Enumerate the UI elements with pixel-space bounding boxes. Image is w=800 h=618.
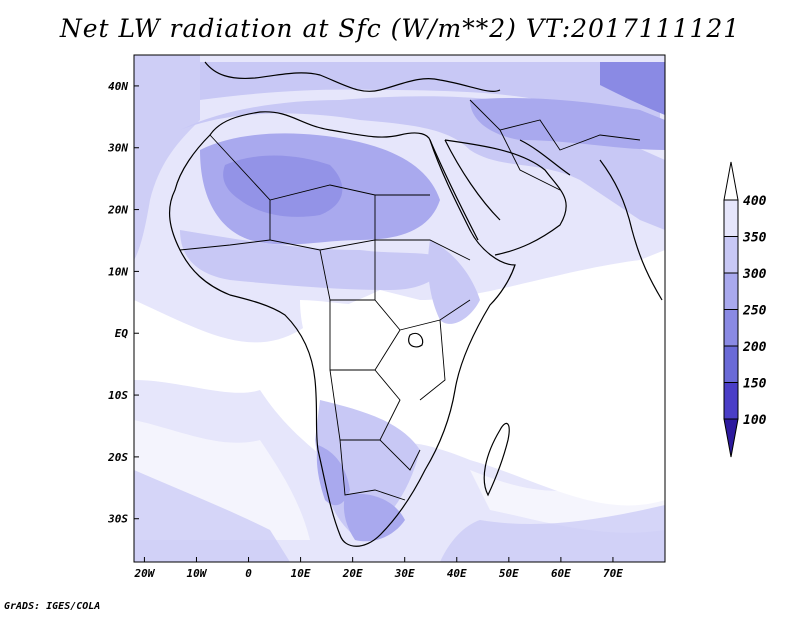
x-tick-label: 50E bbox=[499, 567, 519, 580]
colorbar-bottom-arrow bbox=[723, 418, 739, 458]
y-tick-label: 20N bbox=[107, 204, 128, 217]
sahel-medium bbox=[180, 230, 450, 290]
sahara-core-deep bbox=[223, 155, 343, 217]
europe-coast bbox=[204, 61, 501, 92]
y-tick-label: EQ bbox=[115, 327, 129, 340]
country-borders bbox=[179, 99, 641, 501]
africa-coastline bbox=[169, 111, 516, 547]
colorbar-swatch bbox=[723, 199, 739, 237]
y-tick-label: 10N bbox=[108, 265, 128, 278]
y-tick-label: 30N bbox=[107, 142, 128, 155]
colorbar-label: 100 bbox=[743, 413, 767, 428]
persian-gulf bbox=[519, 139, 571, 176]
y-axis: 40N 30N 20N 10N EQ 10S 20S 30S bbox=[107, 80, 139, 526]
colorbar-swatch bbox=[723, 309, 739, 347]
namib-strong bbox=[316, 445, 350, 506]
border-lines bbox=[179, 134, 471, 501]
colorbar-swatch bbox=[723, 345, 739, 383]
india-coast bbox=[599, 159, 663, 301]
map-plot bbox=[133, 54, 666, 563]
south-ocean-medium bbox=[134, 470, 290, 562]
colorbar-label: 350 bbox=[742, 231, 767, 246]
middle-east-borders bbox=[469, 99, 641, 191]
grads-credit: GrADS: IGES/COLA bbox=[4, 601, 101, 612]
x-tick-label: 30E bbox=[394, 567, 415, 580]
colorbar-label: 400 bbox=[743, 194, 767, 209]
colorbar-top-arrow bbox=[723, 161, 739, 201]
himalaya-deep bbox=[600, 62, 665, 115]
colorbar-label: 300 bbox=[742, 267, 767, 282]
plot-frame bbox=[133, 54, 666, 563]
map-title: Net LW radiation at Sfc (W/m**2) VT:2017… bbox=[59, 14, 741, 43]
mediterranean-medium bbox=[200, 62, 660, 140]
colorbar-swatch bbox=[723, 382, 739, 420]
lake-victoria bbox=[408, 332, 424, 348]
x-tick-label: 0 bbox=[245, 567, 252, 580]
x-tick-label: 70E bbox=[603, 567, 623, 580]
colorbar: 400 350 300 250 200 150 100 bbox=[723, 161, 767, 458]
colorbar-label: 150 bbox=[743, 377, 767, 392]
x-tick-label: 20W bbox=[133, 567, 155, 580]
south-africa-strong bbox=[343, 493, 405, 542]
x-tick-label: 10E bbox=[291, 567, 311, 580]
colorbar-swatch bbox=[723, 272, 739, 310]
x-axis: 20W 10W 0 10E 20E 30E 40E 50E 60E 70E bbox=[133, 557, 623, 580]
atlantic-west-medium bbox=[134, 55, 200, 260]
radiation-shading bbox=[134, 55, 665, 562]
x-tick-label: 20E bbox=[342, 567, 363, 580]
east-africa-medium bbox=[428, 240, 480, 324]
x-tick-label: 40E bbox=[447, 567, 467, 580]
y-tick-label: 40N bbox=[108, 80, 128, 93]
red-sea bbox=[429, 139, 501, 241]
x-tick-label: 60E bbox=[551, 567, 571, 580]
madagascar bbox=[483, 422, 510, 497]
y-tick-label: 20S bbox=[107, 451, 128, 464]
colorbar-label: 250 bbox=[742, 304, 767, 319]
arabia-coast bbox=[444, 139, 567, 256]
colorbar-swatch bbox=[723, 236, 739, 274]
southern-africa-medium bbox=[315, 400, 420, 540]
x-tick-label: 10W bbox=[187, 567, 208, 580]
y-tick-label: 30S bbox=[107, 513, 128, 526]
south-indian-medium bbox=[440, 505, 665, 562]
colorbar-label: 200 bbox=[742, 340, 767, 355]
y-tick-label: 10S bbox=[108, 389, 128, 402]
coastlines bbox=[169, 61, 663, 547]
